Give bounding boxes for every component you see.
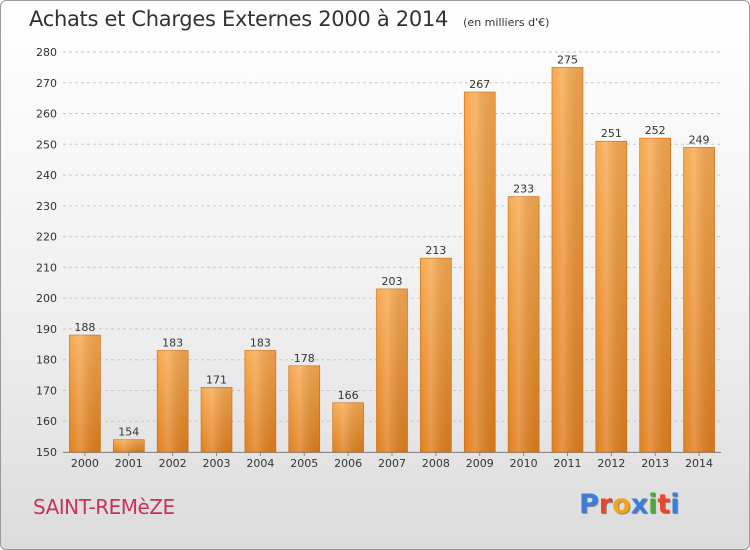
- data-label-2006: 166: [338, 389, 359, 402]
- logo-letter: r: [598, 489, 613, 520]
- data-label-2005: 178: [294, 352, 315, 365]
- x-tick-label-2004: 2004: [246, 457, 274, 470]
- x-tick-label-2010: 2010: [510, 457, 538, 470]
- data-label-2008: 213: [425, 244, 446, 257]
- data-label-2000: 188: [74, 321, 95, 334]
- bar-shine-2000: [69, 335, 101, 452]
- y-tick-label: 180: [36, 354, 57, 367]
- y-tick-label: 230: [36, 200, 57, 213]
- bar-shine-2002: [157, 350, 189, 452]
- bar-shine-2008: [420, 258, 452, 452]
- chart-title: Achats et Charges Externes 2000 à 2014: [29, 7, 449, 31]
- x-tick-label-2008: 2008: [422, 457, 450, 470]
- data-label-2010: 233: [513, 183, 534, 196]
- x-tick-label-2002: 2002: [159, 457, 187, 470]
- bar-shine-2011: [551, 67, 583, 452]
- y-tick-label: 240: [36, 169, 57, 182]
- y-tick-label: 260: [36, 108, 57, 121]
- logo-letter: P: [579, 489, 599, 520]
- bar-shine-2009: [464, 92, 496, 452]
- y-axis-ticks: 150 160 170 180 190 200 210 220 230 240 250 260 270 2…: [36, 46, 57, 459]
- logo-letter: t: [657, 489, 671, 520]
- x-axis-ticks: 2000 2001 2002 2003 2004 2005 2006 2007 2008 2009…: [71, 452, 713, 470]
- x-tick-label-2013: 2013: [641, 457, 669, 470]
- bar-shine-2001: [113, 439, 145, 452]
- bar-shine-2013: [639, 138, 671, 452]
- x-tick-label-2000: 2000: [71, 457, 99, 470]
- data-label-2011: 275: [557, 53, 578, 66]
- data-label-2001: 154: [118, 426, 139, 439]
- x-tick-label-2007: 2007: [378, 457, 406, 470]
- bar-shine-2006: [332, 402, 364, 452]
- x-tick-label-2005: 2005: [290, 457, 318, 470]
- logo-letter: x: [630, 489, 649, 520]
- data-label-2004: 183: [250, 336, 271, 349]
- data-label-2012: 251: [601, 127, 622, 140]
- x-tick-label-2014: 2014: [685, 457, 713, 470]
- data-label-2014: 249: [689, 133, 710, 146]
- y-tick-label: 170: [36, 384, 57, 397]
- logo-letter: i: [670, 489, 680, 520]
- y-tick-label: 160: [36, 415, 57, 428]
- x-tick-label-2003: 2003: [203, 457, 231, 470]
- x-tick-label-2011: 2011: [553, 457, 581, 470]
- x-tick-label-2006: 2006: [334, 457, 362, 470]
- data-label-2007: 203: [382, 275, 403, 288]
- bars: [69, 67, 715, 453]
- y-tick-label: 190: [36, 323, 57, 336]
- y-tick-label: 200: [36, 292, 57, 305]
- y-tick-label: 250: [36, 138, 57, 151]
- commune-name: SAINT-REMèZE: [33, 495, 175, 519]
- x-tick-label-2012: 2012: [597, 457, 625, 470]
- proxiti-logo[interactable]: Proxiti: [579, 489, 680, 520]
- data-label-2013: 252: [645, 124, 666, 137]
- logo-letter: o: [612, 489, 631, 520]
- y-tick-label: 280: [36, 46, 57, 59]
- bar-shine-2007: [376, 288, 408, 452]
- y-tick-label: 270: [36, 77, 57, 90]
- x-tick-label-2001: 2001: [115, 457, 143, 470]
- bar-shine-2010: [508, 196, 540, 452]
- data-labels: 188 154 183 171 183 178 166 203 213 267 233 275 251 2…: [74, 53, 709, 438]
- bar-shine-2014: [683, 147, 715, 452]
- y-tick-label: 150: [36, 446, 57, 459]
- bar-shine-2012: [595, 141, 627, 452]
- logo-letter: i: [648, 489, 658, 520]
- chart-subtitle: (en milliers d'€): [463, 16, 550, 29]
- bar-shine-2003: [201, 387, 233, 452]
- bar-shine-2005: [288, 365, 320, 452]
- data-label-2002: 183: [162, 336, 183, 349]
- bar-shine-2004: [244, 350, 276, 452]
- data-label-2009: 267: [469, 78, 490, 91]
- chart-header: Achats et Charges Externes 2000 à 2014 (…: [29, 7, 549, 31]
- y-tick-label: 210: [36, 261, 57, 274]
- y-tick-label: 220: [36, 231, 57, 244]
- data-label-2003: 171: [206, 373, 227, 386]
- x-tick-label-2009: 2009: [466, 457, 494, 470]
